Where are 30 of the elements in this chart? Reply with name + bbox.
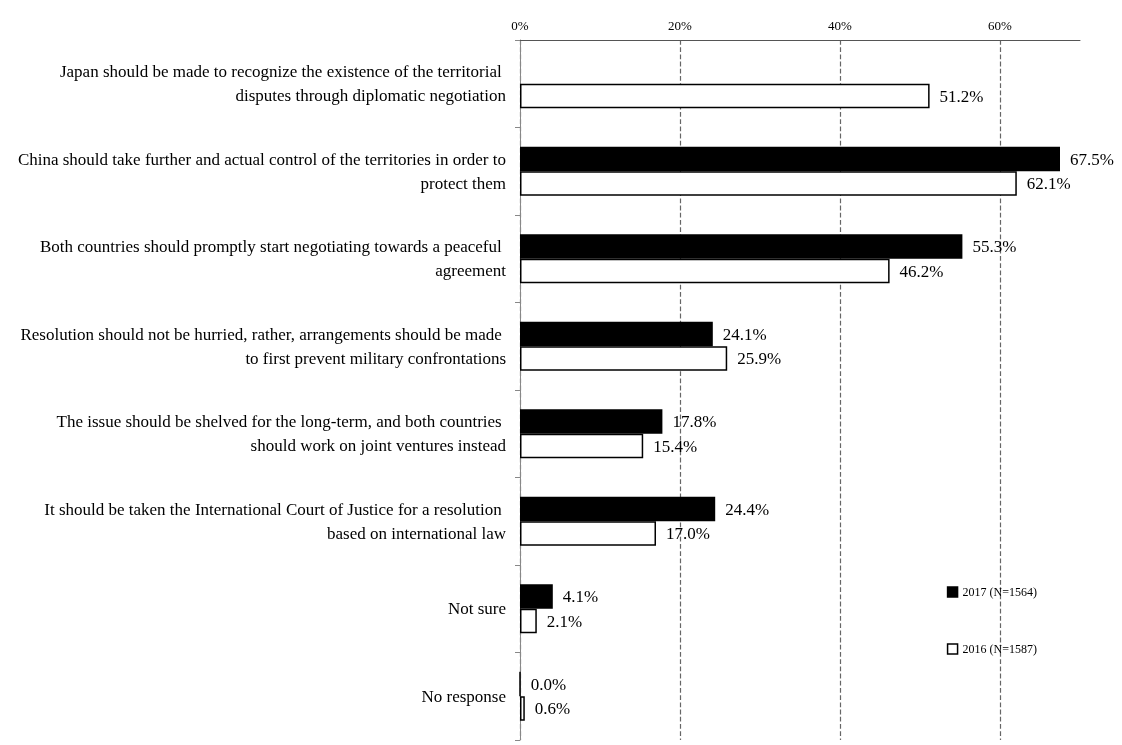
data-label: 51.2% xyxy=(939,86,984,106)
data-label: 0.0% xyxy=(530,674,567,694)
legend-label: 2017 (N=1564) xyxy=(962,585,1038,599)
x-tick-label: 60% xyxy=(988,18,1013,33)
data-label: 4.1% xyxy=(562,587,599,606)
data-label: 24.1% xyxy=(722,324,767,344)
y-tick-label: Resolution should not be hurried, rather, arrangements should be made to first prevent military confrontations xyxy=(20,324,506,368)
y-tick-label: Japan should be made to recognize the existence of the territorial disputes through diplomatic negotiation xyxy=(59,62,507,106)
data-label: 17.0% xyxy=(666,524,710,543)
legend-label: 2016 (N=1587) xyxy=(962,642,1038,656)
data-label: 62.1% xyxy=(1026,174,1071,193)
y-tick-label: The issue should be shelved for the long-term, and both countries should work on joint ventures instead xyxy=(56,412,507,456)
y-tick-label: No response xyxy=(421,686,506,706)
x-tick-label: 20% xyxy=(668,18,693,33)
bar xyxy=(520,83,930,109)
data-label: 55.3% xyxy=(972,237,1017,256)
y-tick-label: It should be taken the International Court of Justice for a resolution based on international law xyxy=(44,499,507,543)
y-tick-label: Both countries should promptly start negotiating towards a peaceful agreement xyxy=(40,237,507,281)
y-tick-label: China should take further and actual control of the territories in order to protect them xyxy=(17,149,506,193)
x-tick-label: 40% xyxy=(828,18,853,33)
data-label: 2.1% xyxy=(546,611,583,631)
data-label: 15.4% xyxy=(653,436,698,456)
y-tick-label: Not sure xyxy=(447,599,506,619)
data-label: 17.8% xyxy=(672,412,717,431)
x-tick-label: 0% xyxy=(511,18,529,33)
data-label: 67.5% xyxy=(1070,149,1114,169)
data-label: 24.4% xyxy=(725,499,770,519)
data-label: 0.6% xyxy=(534,699,571,718)
data-label: 25.9% xyxy=(737,349,782,368)
data-label: 46.2% xyxy=(899,261,944,281)
